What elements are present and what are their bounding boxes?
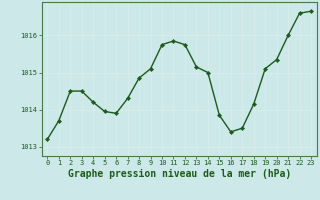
X-axis label: Graphe pression niveau de la mer (hPa): Graphe pression niveau de la mer (hPa): [68, 169, 291, 179]
